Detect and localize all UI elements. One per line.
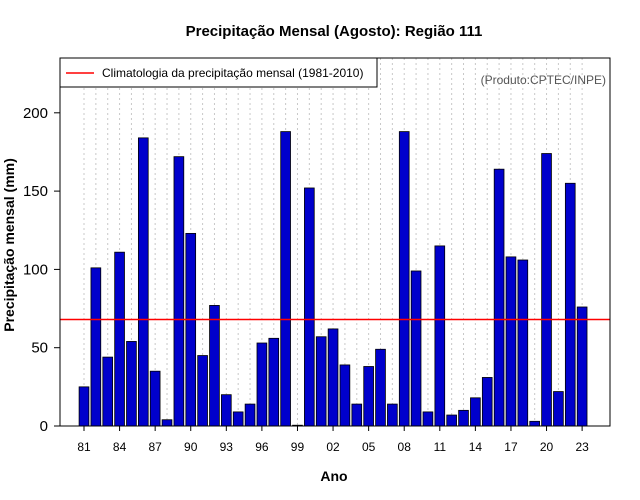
bar [375,348,386,427]
x-tick-label: 20 [540,440,554,454]
y-tick-label: 100 [23,261,48,278]
x-tick-label: 14 [469,440,483,454]
x-tick-label: 05 [362,440,376,454]
x-tick-label: 87 [148,440,162,454]
y-axis: 0 50 100 150 200 [23,105,60,435]
x-tick-label: 11 [434,440,447,454]
x-axis-label: Ano [320,468,347,484]
bar [387,403,398,427]
bar [78,386,90,427]
bar [232,411,244,427]
bar [470,397,481,427]
legend-box [59,57,378,88]
bar [114,251,125,427]
bar [173,156,185,427]
bar [280,131,291,427]
x-tick-label: 96 [255,440,269,454]
bar [564,182,576,427]
bar [410,270,422,427]
x-tick-label: 08 [398,440,412,454]
x-tick-label: 84 [113,440,127,454]
bar [315,336,327,427]
credit-text: (Produto:CPTEC/INPE) [481,73,606,87]
bar [517,259,529,427]
bar [149,370,161,427]
x-tick-label: 23 [575,440,589,454]
bar [493,168,505,427]
bar [553,391,564,427]
y-axis-label: Precipitação mensal (mm) [1,158,17,332]
bar [541,153,552,427]
bar [481,377,493,427]
bar [185,232,197,427]
x-tick-label: 93 [220,440,234,454]
chart-title: Precipitação Mensal (Agosto): Região 111 [186,23,483,40]
bar [434,245,446,427]
bar [505,256,517,427]
legend: Climatologia da precipitação mensal (198… [59,57,378,88]
y-tick-label: 0 [40,418,48,435]
x-tick-label: 02 [326,440,340,454]
x-tick-label: 17 [504,440,518,454]
bar [268,337,280,427]
bar [304,187,315,427]
bar [197,355,208,427]
bar [576,306,588,427]
bar [351,403,363,427]
bar [126,341,137,427]
x-axis: 81 84 87 90 93 96 99 02 05 08 11 14 17 20 23 [77,426,589,454]
bar [209,305,220,427]
x-tick-label: 81 [77,440,91,454]
bar [137,137,149,427]
bar [327,328,339,427]
bar [446,414,457,427]
bar [256,342,268,427]
bar [529,420,540,427]
bar [102,356,114,427]
y-tick-label: 150 [23,183,48,200]
y-tick-label: 200 [23,105,48,122]
bar [422,411,434,427]
bar [458,409,469,427]
bar [398,131,410,427]
x-tick-label: 90 [184,440,198,454]
x-tick-label: 99 [291,440,305,454]
y-tick-label: 50 [31,340,48,357]
bar [244,403,256,427]
bar [339,364,351,427]
bar [363,366,374,427]
bar [221,394,232,427]
legend-label: Climatologia da precipitação mensal (198… [102,66,363,80]
bar [90,267,102,427]
bars-group [78,131,588,427]
bar [161,419,173,427]
